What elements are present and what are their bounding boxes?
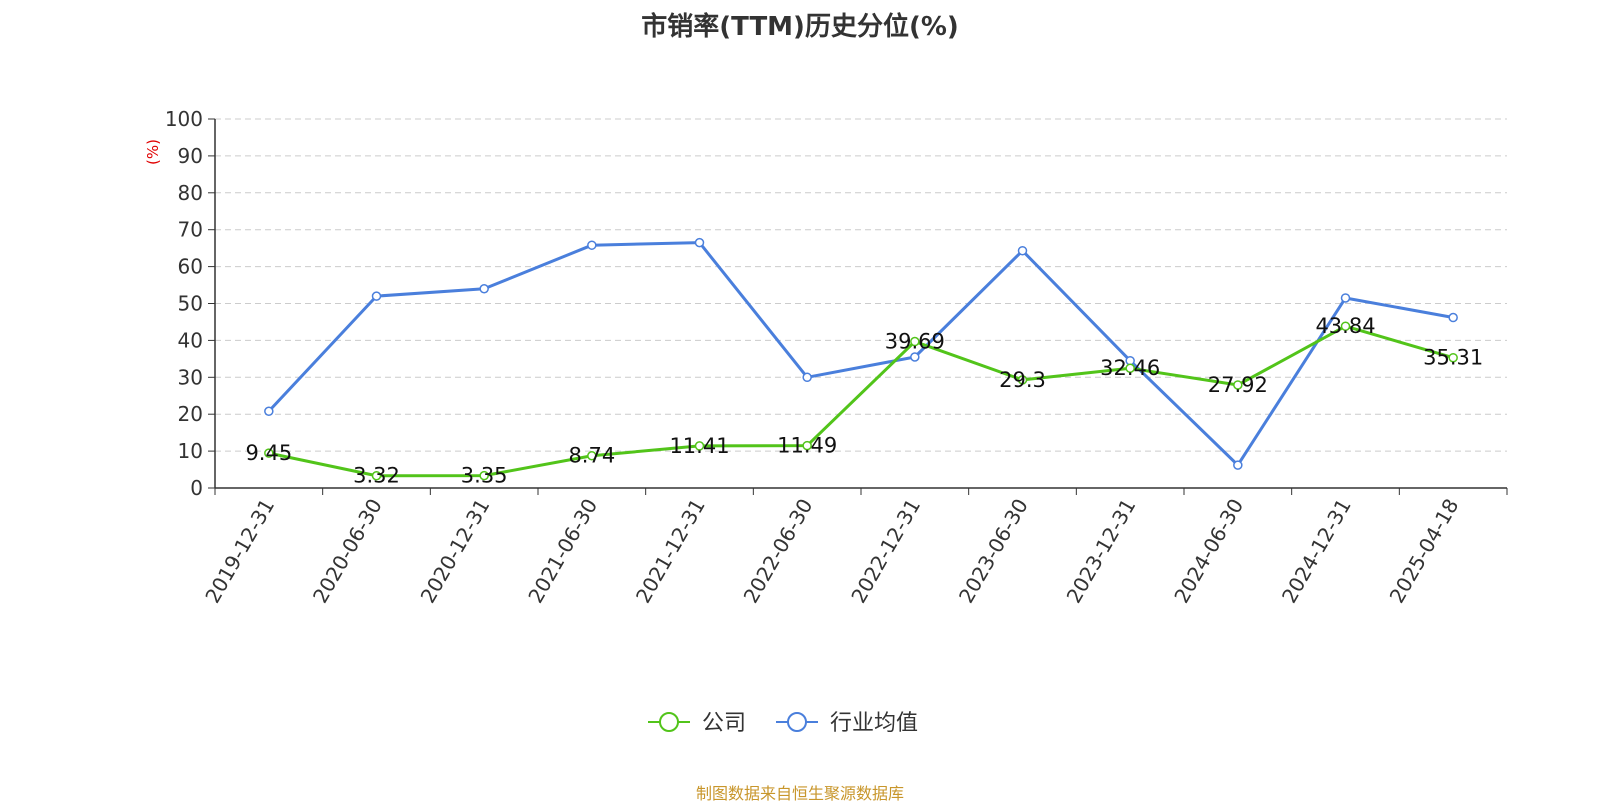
legend-item-label[interactable]: 行业均值: [830, 711, 918, 736]
y-tick-label: 60: [178, 255, 203, 279]
series-line-1: [267, 241, 1454, 467]
series-layer: [264, 237, 1458, 481]
y-tick-label: 20: [178, 402, 203, 426]
data-point[interactable]: [910, 352, 920, 362]
x-tick-label: 2021-12-31: [631, 495, 710, 608]
data-label: 39.69: [885, 330, 945, 354]
data-point[interactable]: [1233, 460, 1243, 470]
grid-lines: [215, 118, 1507, 452]
y-tick-label: 90: [178, 144, 203, 168]
data-label: 3.35: [461, 464, 508, 488]
data-label: 3.32: [353, 464, 400, 488]
x-tick-label: 2023-12-31: [1062, 495, 1141, 608]
data-point[interactable]: [1448, 352, 1458, 363]
axes: 0 10 20 30 40 50 60 70 80 90 100(%) 2019-12-31 2020-…: [144, 107, 1508, 608]
x-tick-label: 2020-12-31: [416, 495, 495, 608]
data-label: 11.49: [777, 434, 837, 458]
x-tick-label: 2024-12-31: [1277, 495, 1356, 608]
series-line-0: [268, 324, 1454, 478]
data-label: 11.41: [669, 434, 729, 458]
legend[interactable]: 公司 行业均值: [648, 711, 918, 736]
data-point[interactable]: [1233, 380, 1243, 390]
x-tick-label: 2019-12-31: [200, 495, 279, 608]
x-tick-label: 2024-06-30: [1169, 495, 1248, 608]
data-point[interactable]: [371, 291, 382, 301]
data-point[interactable]: [264, 448, 274, 458]
data-point[interactable]: [910, 336, 920, 347]
x-tick-label: 2025-04-18: [1385, 495, 1464, 608]
data-point[interactable]: [587, 240, 597, 250]
data-point[interactable]: [1340, 293, 1351, 303]
data-label: 9.45: [245, 441, 292, 465]
y-tick-label: 0: [190, 476, 203, 500]
y-tick-label: 100: [165, 107, 203, 131]
data-label: 27.92: [1208, 373, 1268, 397]
data-point[interactable]: [1448, 312, 1458, 323]
y-tick-label: 80: [178, 181, 203, 205]
data-point[interactable]: [1017, 375, 1028, 385]
chart-title: 市销率(TTM)历史分位(%): [641, 12, 959, 42]
x-tick-label: 2022-06-30: [739, 495, 818, 608]
data-label: 35.31: [1423, 346, 1483, 370]
y-tick-label: 30: [178, 365, 203, 389]
data-point[interactable]: [694, 441, 705, 451]
data-point[interactable]: [802, 440, 812, 451]
y-tick-label: 40: [178, 328, 203, 352]
data-label: 8.74: [568, 444, 615, 468]
data-point[interactable]: [479, 283, 489, 294]
data-point[interactable]: [1340, 321, 1351, 331]
x-tick-label: 2023-06-30: [954, 495, 1033, 608]
data-labels: 9.45 3.32 3.35 8.74 11.41 11.49 39.69 29.3 32.46…: [245, 314, 1483, 488]
data-label: 32.46: [1100, 356, 1160, 380]
y-tick-label: 10: [178, 439, 203, 463]
data-point[interactable]: [479, 470, 489, 481]
data-point[interactable]: [264, 406, 274, 416]
data-point[interactable]: [694, 237, 705, 248]
x-tick-label: 2021-06-30: [523, 495, 602, 608]
footer-source: 制图数据来自恒生聚源数据库: [695, 784, 904, 803]
y-axis-label: (%): [144, 139, 162, 165]
x-tick-label: 2022-12-31: [846, 495, 925, 608]
legend-marker: [787, 712, 807, 732]
data-point[interactable]: [371, 470, 382, 481]
y-tick-label: 50: [178, 292, 203, 316]
data-label: 43.84: [1315, 314, 1375, 338]
data-point[interactable]: [587, 450, 597, 461]
legend-marker: [659, 712, 679, 732]
data-point[interactable]: [1125, 363, 1135, 373]
data-point[interactable]: [802, 372, 812, 383]
data-point[interactable]: [1017, 245, 1028, 256]
legend-item-label[interactable]: 公司: [702, 711, 746, 736]
data-label: 29.3: [999, 368, 1046, 392]
x-tick-label: 2020-06-30: [308, 495, 387, 608]
y-tick-label: 70: [178, 218, 203, 242]
